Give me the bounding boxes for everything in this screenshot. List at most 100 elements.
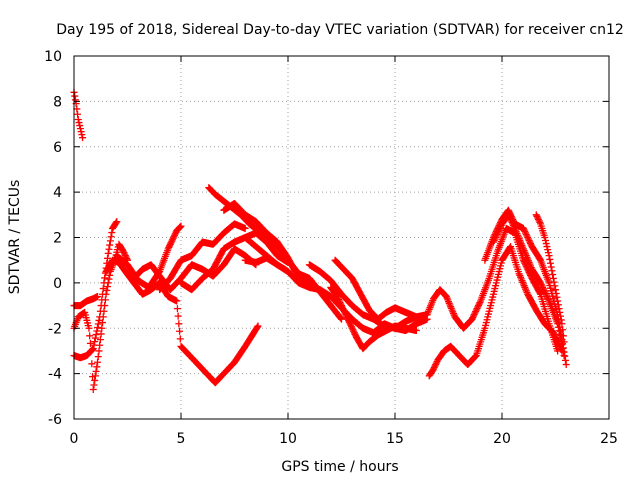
data-point [112,219,120,227]
data-point [507,215,515,223]
data-point [561,356,569,364]
data-point [348,324,356,332]
data-point [101,302,109,310]
data-point [98,324,106,332]
x-tick-label: 10 [279,431,297,447]
data-point [547,259,555,267]
data-point [79,134,87,142]
data-point [541,288,549,296]
data-point [95,347,103,355]
data-point [122,253,130,261]
data-point [505,212,513,220]
data-point [561,352,569,360]
data-point [284,268,292,276]
grid [74,56,609,419]
data-point [177,222,185,230]
data-point [333,292,341,300]
data-point [97,330,105,338]
series-arc-04 [70,240,131,394]
data-point [74,110,82,118]
data-point [99,313,107,321]
data-point [94,292,102,300]
x-tick-label: 0 [70,431,79,447]
data-point [86,332,94,340]
data-point [555,327,563,335]
data-point [504,211,512,219]
data-point [89,386,97,394]
data-point [104,254,112,262]
data-point [557,316,565,324]
data-point [342,312,350,320]
data-point [497,223,505,231]
data-point [562,361,570,369]
data-point [489,238,497,246]
data-point [494,229,502,237]
data-point [473,305,481,313]
y-tick-labels: -6 -4 -2 0 2 4 6 8 10 [44,49,62,428]
data-point [91,334,99,342]
series-arc-13 [241,254,292,276]
data-point [524,235,532,243]
data-point [166,240,174,248]
data-point [121,252,129,260]
data-point [168,237,176,245]
data-point [167,239,175,247]
data-point [527,240,535,248]
data-point [173,305,181,313]
data-point [102,290,110,298]
data-point [554,323,562,331]
data-point [350,327,358,335]
data-point [340,308,348,316]
data-point [338,302,345,310]
data-point [430,364,438,372]
data-point [176,223,184,231]
data-point [253,323,261,331]
data-point [468,315,476,323]
data-point [335,296,343,304]
data-point [91,338,99,346]
data-point [108,229,116,237]
data-point [94,358,102,366]
series-arc-01 [70,88,87,142]
data-point [87,347,95,355]
data-point [99,285,107,293]
data-point [474,302,482,310]
data-point [508,218,516,226]
data-point [337,300,345,308]
data-point [432,361,440,369]
data-point [164,245,172,253]
data-point [558,320,566,328]
data-point [520,258,528,266]
data-point [524,234,532,241]
data-point [76,125,84,133]
data-point [550,278,558,286]
data-points [70,88,570,394]
data-point [547,263,555,271]
data-point [338,303,346,311]
data-point [71,96,79,104]
data-point [546,255,554,263]
data-point [94,320,102,328]
data-point [520,226,528,234]
data-point [99,319,107,327]
data-point [430,365,438,373]
data-point [171,230,179,238]
data-point [75,119,83,127]
data-point [556,308,564,316]
data-point [345,318,353,326]
series-arc-15 [327,283,420,353]
y-tick-label: 0 [53,276,62,292]
data-point [165,243,173,251]
data-point [173,297,181,305]
data-point [475,300,483,308]
data-point [536,255,544,263]
data-point [76,122,84,130]
x-tick-label: 25 [600,431,618,447]
data-point [521,227,529,235]
data-point [469,312,477,320]
data-point [492,234,500,241]
data-point [491,235,499,243]
data-point [349,326,357,334]
data-point [559,332,567,340]
